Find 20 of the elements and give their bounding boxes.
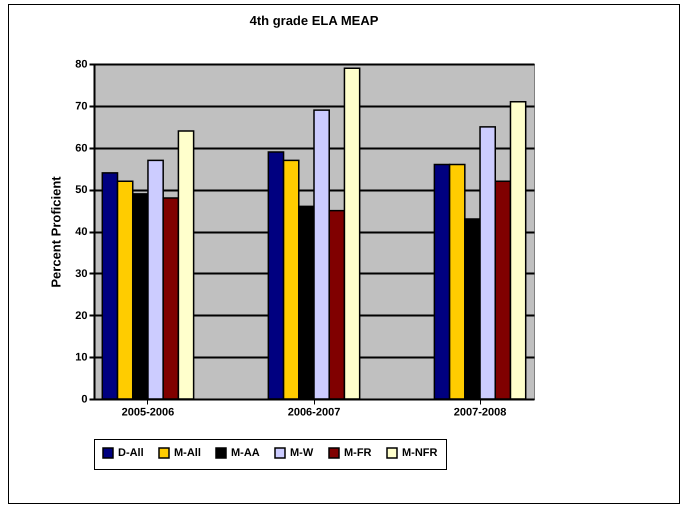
- y-axis-title: Percent Proficient: [48, 176, 64, 288]
- y-tick-label: 30: [75, 268, 88, 280]
- x-tick-label: 2005-2006: [122, 406, 174, 418]
- y-tick-label: 60: [75, 142, 88, 154]
- y-tick-label: 40: [75, 226, 88, 238]
- x-tick-label: 2007-2008: [454, 406, 506, 418]
- legend-label: D-All: [118, 447, 144, 459]
- y-tick-label: 50: [75, 184, 88, 196]
- y-tick-label: 10: [75, 352, 88, 364]
- y-tick-label: 80: [75, 58, 88, 70]
- legend-label: M-NFR: [402, 447, 438, 459]
- y-tick-label: 20: [75, 310, 88, 322]
- legend-label: M-W: [290, 447, 314, 459]
- legend-label: M-AA: [231, 447, 260, 459]
- legend-label: M-All: [174, 447, 201, 459]
- chart-title: 4th grade ELA MEAP: [250, 13, 379, 28]
- legend-label: M-FR: [344, 447, 372, 459]
- y-tick-label: 70: [75, 100, 88, 112]
- x-tick-label: 2006-2007: [288, 406, 340, 418]
- y-tick-label: 0: [81, 394, 88, 406]
